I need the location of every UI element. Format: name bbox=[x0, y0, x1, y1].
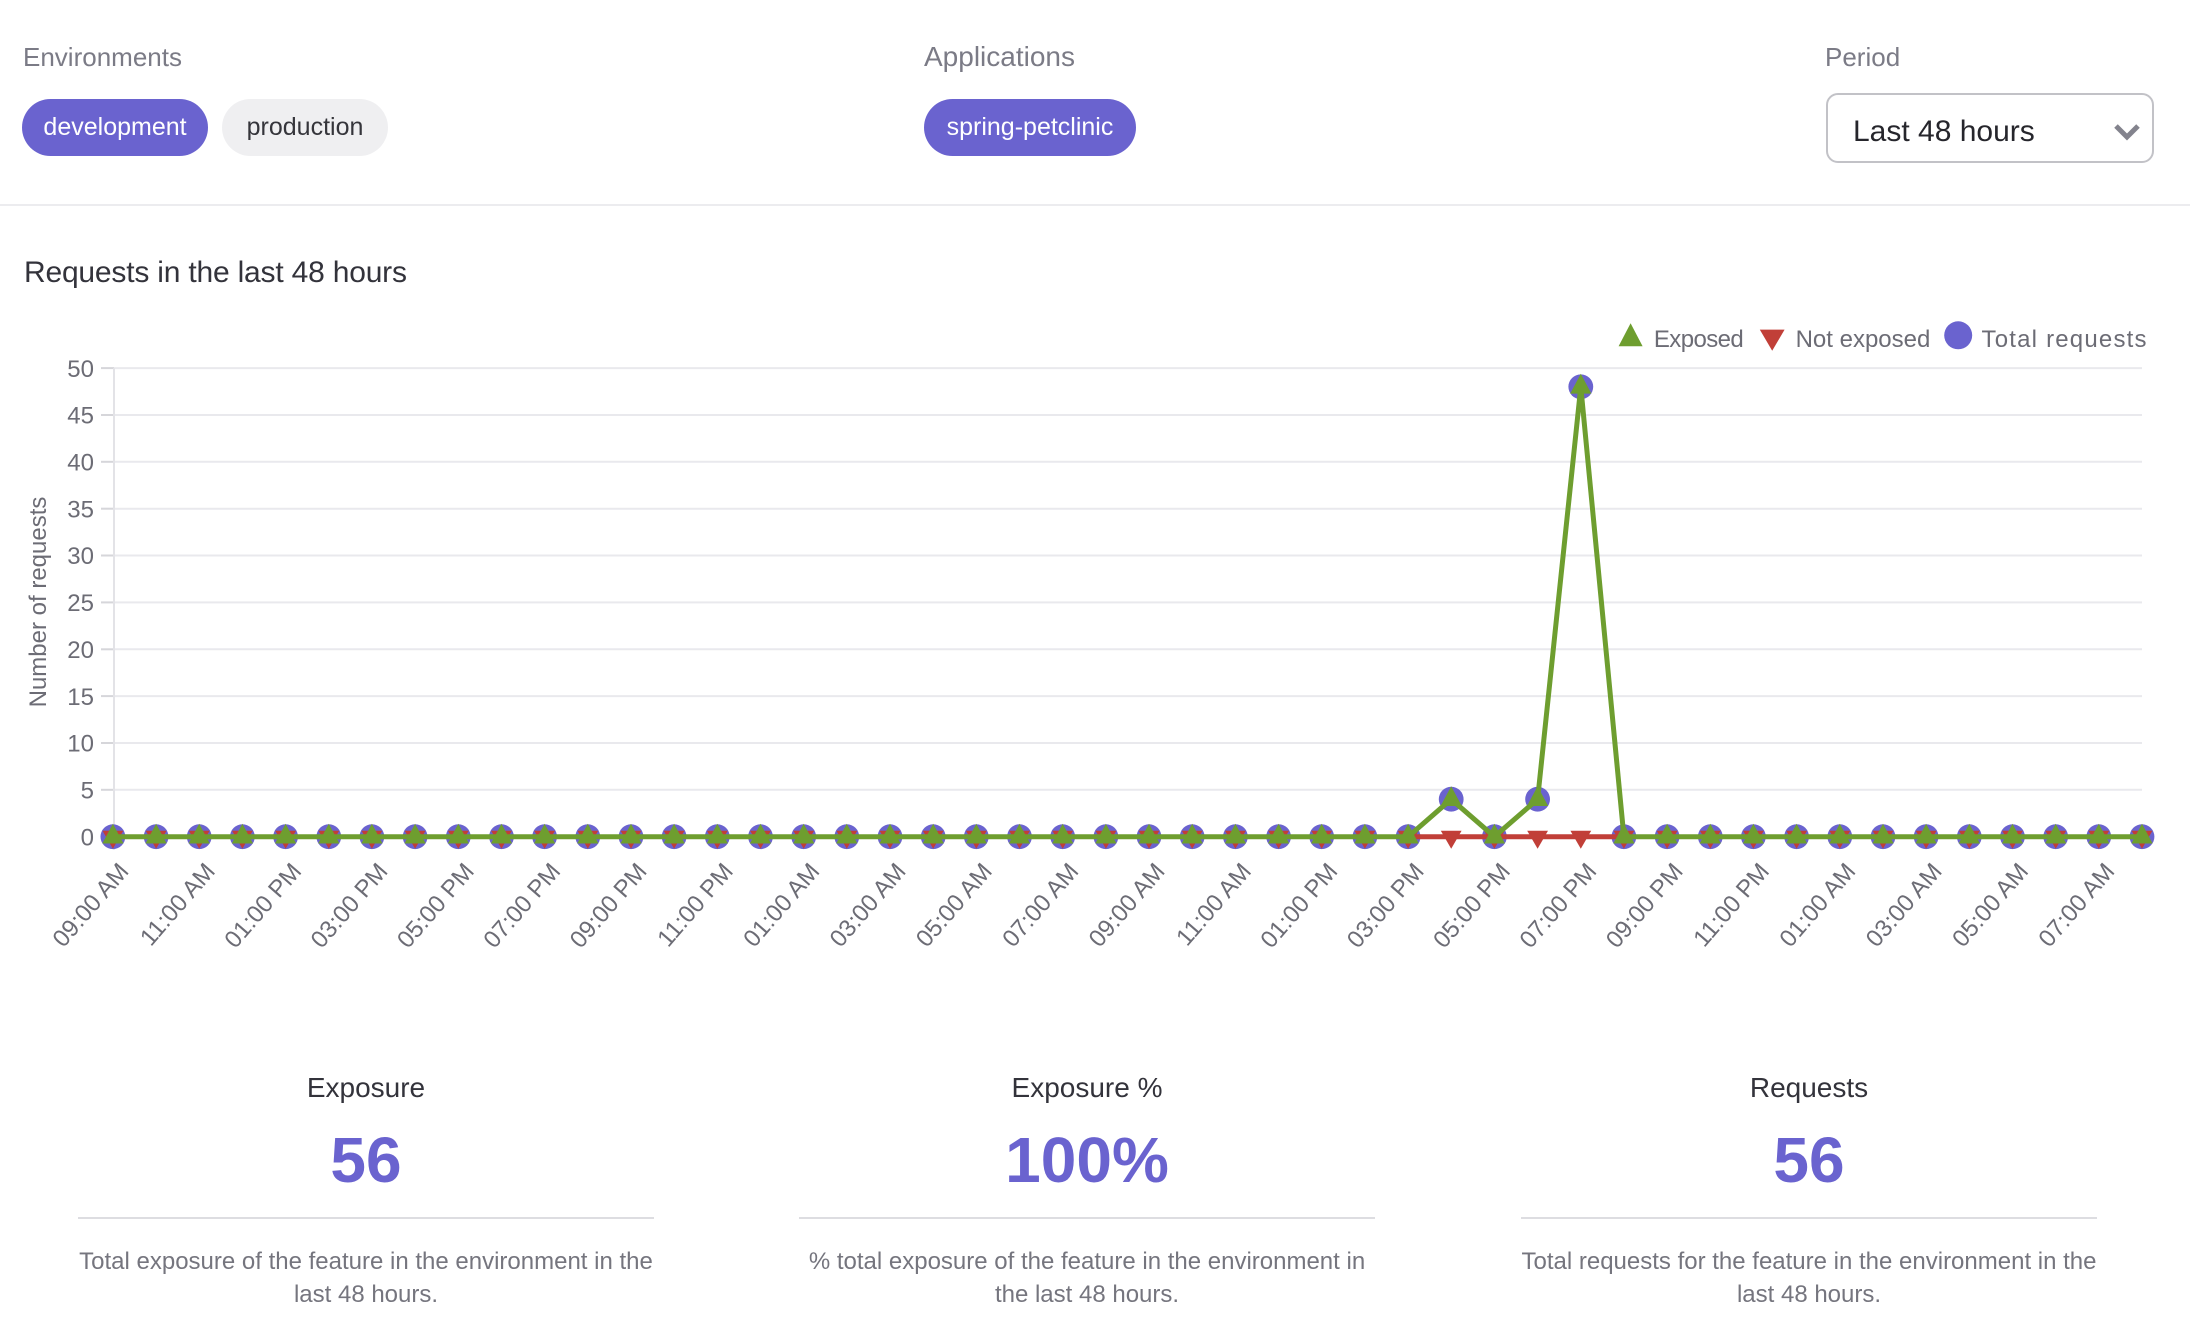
svg-text:5: 5 bbox=[81, 778, 94, 805]
svg-text:Number of requests: Number of requests bbox=[25, 497, 52, 708]
svg-text:45: 45 bbox=[67, 403, 94, 430]
svg-text:09:00 PM: 09:00 PM bbox=[565, 858, 653, 953]
svg-text:07:00 AM: 07:00 AM bbox=[997, 858, 1084, 952]
svg-text:05:00 AM: 05:00 AM bbox=[1947, 858, 2034, 952]
svg-text:09:00 AM: 09:00 AM bbox=[1084, 858, 1171, 952]
svg-text:03:00 PM: 03:00 PM bbox=[1342, 858, 1430, 953]
svg-text:15: 15 bbox=[67, 684, 94, 711]
svg-text:50: 50 bbox=[67, 356, 94, 383]
svg-text:11:00 AM: 11:00 AM bbox=[1171, 858, 1257, 951]
svg-text:07:00 PM: 07:00 PM bbox=[478, 858, 566, 953]
svg-text:11:00 PM: 11:00 PM bbox=[1688, 858, 1775, 952]
svg-text:05:00 AM: 05:00 AM bbox=[911, 858, 998, 952]
svg-text:11:00 PM: 11:00 PM bbox=[652, 858, 739, 952]
svg-text:05:00 PM: 05:00 PM bbox=[1428, 858, 1516, 953]
svg-text:03:00 AM: 03:00 AM bbox=[1861, 858, 1948, 952]
svg-text:40: 40 bbox=[67, 450, 94, 477]
svg-text:30: 30 bbox=[67, 543, 94, 570]
svg-text:20: 20 bbox=[67, 637, 94, 664]
svg-text:10: 10 bbox=[67, 731, 94, 758]
svg-text:03:00 PM: 03:00 PM bbox=[306, 858, 394, 953]
svg-text:0: 0 bbox=[81, 824, 94, 851]
svg-text:01:00 AM: 01:00 AM bbox=[1774, 858, 1861, 952]
svg-text:09:00 PM: 09:00 PM bbox=[1601, 858, 1689, 953]
svg-text:01:00 PM: 01:00 PM bbox=[219, 858, 307, 953]
svg-text:07:00 PM: 07:00 PM bbox=[1515, 858, 1603, 953]
svg-text:Not exposed: Not exposed bbox=[1796, 326, 1931, 353]
svg-text:05:00 PM: 05:00 PM bbox=[392, 858, 480, 953]
svg-text:Exposed: Exposed bbox=[1654, 326, 1743, 353]
svg-text:Total requests: Total requests bbox=[1982, 326, 2148, 353]
svg-text:03:00 AM: 03:00 AM bbox=[825, 858, 912, 952]
svg-text:25: 25 bbox=[67, 590, 94, 617]
svg-text:11:00 AM: 11:00 AM bbox=[135, 858, 221, 951]
svg-text:07:00 AM: 07:00 AM bbox=[2033, 858, 2120, 952]
svg-text:01:00 AM: 01:00 AM bbox=[738, 858, 825, 952]
svg-text:35: 35 bbox=[67, 496, 94, 523]
svg-text:01:00 PM: 01:00 PM bbox=[1255, 858, 1343, 953]
svg-text:09:00 AM: 09:00 AM bbox=[48, 858, 135, 952]
